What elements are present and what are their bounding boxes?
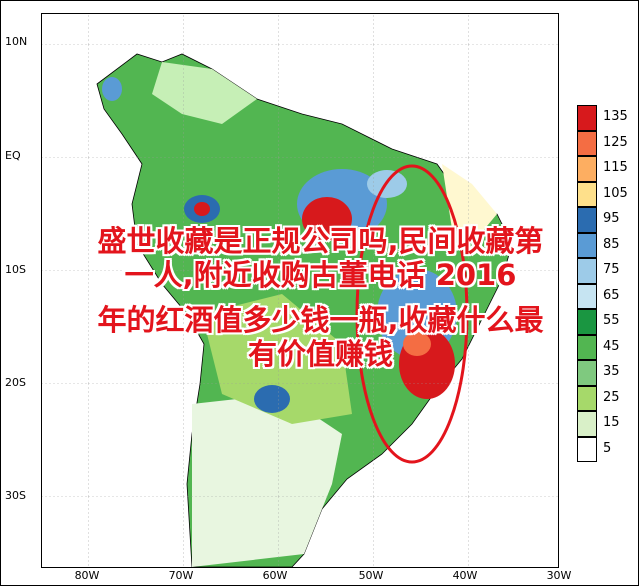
legend-swatch-115 xyxy=(577,156,597,182)
legend-swatch-45 xyxy=(577,334,597,360)
legend-level-95: 95 xyxy=(603,211,620,226)
lon-label-50w: 50W xyxy=(358,569,384,582)
lat-lon-grid xyxy=(42,14,558,567)
lat-label-20s: 20S xyxy=(5,376,26,389)
legend-level-35: 35 xyxy=(603,364,620,379)
legend-level-105: 105 xyxy=(603,185,628,201)
legend-swatch-55 xyxy=(577,309,597,335)
overlay-text-line-1: 盛世收藏是正规公司吗,民间收藏第 xyxy=(97,224,544,258)
legend-level-115: 115 xyxy=(603,160,628,175)
legend-level-85: 85 xyxy=(603,236,620,252)
legend-level-5: 5 xyxy=(603,440,612,456)
lon-label-30w: 30W xyxy=(546,569,572,582)
precipitation-map xyxy=(41,13,559,568)
legend-swatch-65 xyxy=(577,283,597,309)
legend-swatch-75 xyxy=(577,258,597,284)
legend-level-55: 55 xyxy=(603,313,620,328)
lon-label-70w: 70W xyxy=(168,569,194,582)
legend-level-135: 135 xyxy=(603,109,628,124)
lat-label-10n: 10N xyxy=(5,35,28,48)
legend-swatch-105 xyxy=(577,181,597,207)
legend-swatch-15 xyxy=(577,411,597,437)
lon-label-80w: 80W xyxy=(74,569,100,582)
legend-swatch-85 xyxy=(577,232,597,258)
lon-label-40w: 40W xyxy=(452,569,478,582)
legend-swatch-135 xyxy=(577,105,597,131)
legend-swatch-95 xyxy=(577,207,597,233)
legend-level-65: 65 xyxy=(603,287,620,303)
legend-swatch-25 xyxy=(577,385,597,411)
lat-label-eq: EQ xyxy=(5,149,21,162)
legend-swatch-35 xyxy=(577,360,597,386)
legend-level-125: 125 xyxy=(603,134,628,150)
overlay-text-line-3: 年的红酒值多少钱一瓶,收藏什么最 xyxy=(97,303,544,337)
legend-level-75: 75 xyxy=(603,262,620,277)
overlay-text-line-2: 一人,附近收购古董电话 2016 xyxy=(124,258,517,292)
legend-swatch-5 xyxy=(577,436,597,462)
legend-level-15: 15 xyxy=(603,415,620,430)
legend-level-25: 25 xyxy=(603,389,620,405)
lat-label-30s: 30S xyxy=(5,489,26,502)
legend-swatch-125 xyxy=(577,130,597,156)
overlay-text-line-4: 有价值赚钱 xyxy=(247,337,393,371)
map-canvas xyxy=(42,14,558,567)
highlight-ellipse xyxy=(355,164,469,464)
lon-label-60w: 60W xyxy=(262,569,288,582)
lat-label-10s: 10S xyxy=(5,263,26,276)
legend-level-45: 45 xyxy=(603,338,620,354)
